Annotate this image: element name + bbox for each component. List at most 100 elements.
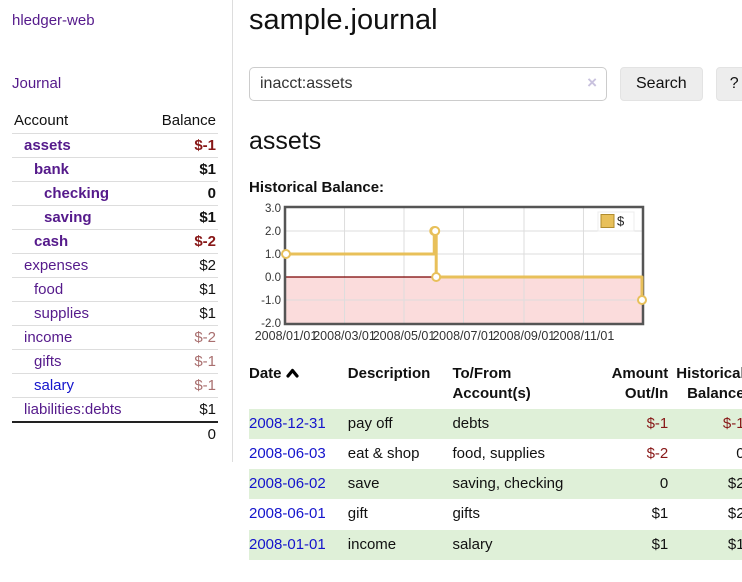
register-column-to-from-account-s-: To/From Account(s) — [452, 365, 531, 403]
transaction-amount: $-2 — [646, 444, 669, 462]
svg-text:2008/05/01: 2008/05/01 — [373, 329, 436, 343]
register-column-description: Description — [347, 365, 431, 382]
svg-text:-1.0: -1.0 — [261, 295, 281, 307]
search-button[interactable]: Search — [620, 67, 703, 101]
account-heading: assets — [249, 127, 322, 155]
svg-text:2008/07/01: 2008/07/01 — [432, 329, 495, 343]
transaction-accounts: salary — [452, 535, 493, 553]
sidebar-account-link-saving[interactable]: saving — [44, 209, 92, 226]
transaction-description: eat & shop — [347, 444, 420, 462]
svg-text:2008/03/01: 2008/03/01 — [313, 329, 376, 343]
svg-text:-2.0: -2.0 — [261, 318, 281, 330]
svg-text:0.0: 0.0 — [265, 272, 281, 284]
account-balance: $-1 — [147, 349, 218, 374]
transaction-description: save — [347, 475, 380, 492]
svg-text:3.0: 3.0 — [265, 203, 281, 215]
sidebar-account-link-salary[interactable]: salary — [34, 377, 75, 394]
transaction-date-link[interactable]: 2008-12-31 — [249, 414, 326, 432]
transaction-description: income — [347, 535, 397, 553]
transaction-balance: $1 — [727, 535, 742, 553]
transaction-accounts: food, supplies — [452, 444, 546, 462]
account-balance: $1 — [147, 205, 218, 230]
transaction-description: pay off — [347, 414, 393, 432]
transaction-balance: $2 — [727, 475, 742, 492]
account-row: assets $-1 — [12, 133, 218, 158]
transaction-accounts: debts — [452, 414, 490, 432]
transaction-balance: $2 — [727, 505, 742, 523]
sidebar-account-link-food[interactable]: food — [34, 281, 64, 298]
search-box: × — [249, 67, 607, 101]
account-balance: $1 — [147, 277, 218, 302]
account-row: salary $-1 — [12, 373, 218, 398]
sidebar-account-link-cash[interactable]: cash — [34, 233, 69, 250]
balance-column-header: Balance — [147, 108, 218, 134]
help-button[interactable]: ? — [715, 67, 742, 101]
account-row: expenses $2 — [12, 253, 218, 278]
transaction-row: 2008-06-02 save saving, checking 0 $2 — [249, 469, 742, 500]
account-row: supplies $1 — [12, 301, 218, 326]
sidebar-account-link-checking[interactable]: checking — [44, 185, 110, 202]
account-balance-table: Account Balance assets $-1 bank $1 checking 0… — [12, 108, 218, 446]
register-column-amount-out-in: Amount Out/In — [611, 365, 669, 403]
clear-search-icon[interactable]: × — [587, 73, 597, 92]
transaction-row: 2008-01-01 income salary $1 $1 — [249, 529, 742, 560]
account-row: liabilities:debts $1 — [12, 397, 218, 423]
transaction-date-link[interactable]: 2008-06-02 — [249, 475, 326, 492]
sidebar-account-link-income[interactable]: income — [24, 329, 73, 346]
svg-text:1.0: 1.0 — [265, 249, 281, 261]
brand-link[interactable]: hledger-web — [12, 12, 95, 29]
transaction-balance: $-1 — [722, 414, 742, 432]
transaction-date-link[interactable]: 2008-06-03 — [249, 444, 326, 462]
historical-balance-chart: $3.0 2.0 1.0 0.0 -1.0 -2.02008/01/012008/03/0… — [255, 203, 647, 343]
account-row: checking 0 — [12, 181, 218, 206]
account-row: cash $-2 — [12, 229, 218, 254]
account-total-spacer — [12, 421, 148, 446]
account-balance: $-2 — [147, 229, 218, 254]
account-row: income $-2 — [12, 325, 218, 350]
register-table: Date Description To/From Account(s) Amount … — [249, 360, 742, 560]
svg-text:2008/11/01: 2008/11/01 — [553, 329, 615, 343]
register-column-historical-balance: Historical Balance — [676, 365, 742, 403]
search-input[interactable] — [249, 67, 607, 101]
account-total-balance: 0 — [147, 421, 218, 446]
transaction-row: 2008-12-31 pay off debts $-1 $-1 — [249, 408, 742, 439]
chart-heading: Historical Balance: — [249, 179, 385, 196]
svg-text:2.0: 2.0 — [265, 226, 281, 238]
svg-text:2008/09/01: 2008/09/01 — [493, 329, 556, 343]
sidebar-account-link-gifts[interactable]: gifts — [34, 353, 62, 370]
transaction-accounts: gifts — [452, 505, 480, 523]
sidebar-account-link-bank[interactable]: bank — [34, 161, 70, 178]
register-column-date[interactable]: Date — [249, 360, 348, 409]
sidebar-account-link-supplies[interactable]: supplies — [34, 305, 90, 322]
transaction-amount: $1 — [651, 535, 669, 553]
transaction-date-link[interactable]: 2008-01-01 — [249, 535, 326, 553]
register-table-body: 2008-12-31 pay off debts $-1 $-1 2008-06-03 ea… — [249, 408, 742, 560]
page-title: sample.journal — [249, 4, 438, 36]
sidebar-account-link-assets[interactable]: assets — [24, 137, 71, 154]
sort-ascending-icon[interactable] — [285, 368, 299, 378]
transaction-accounts: saving, checking — [452, 475, 564, 492]
account-balance: $-2 — [147, 325, 218, 350]
svg-text:$: $ — [617, 214, 625, 229]
svg-text:2008/01/01: 2008/01/01 — [255, 329, 318, 343]
transaction-amount: 0 — [659, 475, 669, 492]
account-column-header: Account — [12, 108, 148, 134]
account-balance: 0 — [147, 181, 218, 206]
transaction-date-link[interactable]: 2008-06-01 — [249, 505, 326, 523]
sidebar-item-journal[interactable]: Journal — [12, 75, 62, 92]
transaction-description: gift — [347, 505, 368, 523]
account-balance: $-1 — [147, 133, 218, 158]
sidebar: hledger-web Journal Account Balance asse… — [0, 0, 233, 462]
account-balance: $1 — [147, 397, 218, 423]
transaction-amount: $-1 — [646, 414, 669, 432]
transaction-row: 2008-06-03 eat & shop food, supplies $-2 0 — [249, 439, 742, 469]
transaction-balance: 0 — [736, 444, 742, 462]
account-total-row: 0 — [12, 421, 218, 446]
search-form: × Search ? — [249, 67, 742, 101]
sidebar-account-link-expenses[interactable]: expenses — [24, 257, 89, 274]
account-row: bank $1 — [12, 157, 218, 182]
account-balance: $-1 — [147, 373, 218, 398]
sidebar-account-link-liabilities-debts[interactable]: liabilities:debts — [24, 401, 122, 418]
account-table-body: assets $-1 bank $1 checking 0 saving $1 cash $-2 e… — [12, 133, 218, 423]
